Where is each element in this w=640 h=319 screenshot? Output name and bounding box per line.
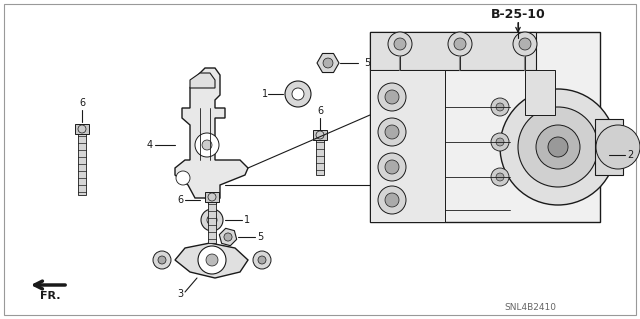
Circle shape	[378, 153, 406, 181]
Circle shape	[496, 138, 504, 146]
Circle shape	[378, 83, 406, 111]
FancyBboxPatch shape	[370, 32, 600, 222]
Text: 2: 2	[627, 150, 633, 160]
Circle shape	[323, 58, 333, 68]
FancyBboxPatch shape	[78, 132, 86, 195]
Circle shape	[518, 107, 598, 187]
Circle shape	[491, 98, 509, 116]
Polygon shape	[175, 68, 248, 205]
Text: 1: 1	[262, 89, 268, 99]
Circle shape	[224, 233, 232, 241]
Circle shape	[202, 140, 212, 150]
Circle shape	[454, 38, 466, 50]
Circle shape	[491, 133, 509, 151]
Text: 6: 6	[177, 195, 183, 205]
Text: 5: 5	[364, 58, 371, 68]
FancyBboxPatch shape	[313, 130, 327, 140]
Circle shape	[385, 193, 399, 207]
FancyBboxPatch shape	[370, 70, 445, 222]
Text: 3: 3	[177, 289, 183, 299]
Circle shape	[448, 32, 472, 56]
FancyBboxPatch shape	[205, 192, 219, 202]
FancyBboxPatch shape	[525, 70, 555, 115]
Circle shape	[201, 209, 223, 231]
Circle shape	[491, 168, 509, 186]
Circle shape	[285, 81, 311, 107]
Circle shape	[496, 173, 504, 181]
Polygon shape	[220, 228, 237, 246]
Circle shape	[378, 186, 406, 214]
Circle shape	[548, 137, 568, 157]
Circle shape	[385, 160, 399, 174]
Polygon shape	[317, 54, 339, 72]
Circle shape	[292, 88, 304, 100]
Circle shape	[253, 251, 271, 269]
Text: SNL4B2410: SNL4B2410	[504, 303, 556, 313]
Circle shape	[536, 125, 580, 169]
Text: FR.: FR.	[40, 291, 61, 301]
Circle shape	[158, 256, 166, 264]
Circle shape	[258, 256, 266, 264]
FancyBboxPatch shape	[370, 32, 536, 70]
Text: 6: 6	[79, 98, 85, 108]
Text: 4: 4	[147, 140, 153, 150]
Circle shape	[153, 251, 171, 269]
FancyBboxPatch shape	[76, 124, 89, 134]
Circle shape	[316, 131, 324, 139]
Circle shape	[176, 171, 190, 185]
Circle shape	[496, 103, 504, 111]
Circle shape	[208, 193, 216, 201]
Text: 5: 5	[257, 232, 263, 242]
Circle shape	[207, 215, 217, 225]
Polygon shape	[190, 73, 215, 88]
Circle shape	[198, 246, 226, 274]
Circle shape	[206, 254, 218, 266]
Circle shape	[385, 90, 399, 104]
FancyBboxPatch shape	[595, 119, 623, 175]
Circle shape	[394, 38, 406, 50]
Text: 1: 1	[244, 215, 250, 225]
Circle shape	[596, 125, 640, 169]
Polygon shape	[175, 243, 248, 278]
Circle shape	[519, 38, 531, 50]
Circle shape	[500, 89, 616, 205]
Circle shape	[385, 125, 399, 139]
Text: B-25-10: B-25-10	[491, 8, 545, 20]
Circle shape	[388, 32, 412, 56]
Circle shape	[195, 133, 219, 157]
Circle shape	[513, 32, 537, 56]
FancyBboxPatch shape	[316, 138, 324, 175]
Circle shape	[78, 125, 86, 133]
Text: 6: 6	[317, 106, 323, 116]
FancyBboxPatch shape	[208, 200, 216, 243]
Circle shape	[378, 118, 406, 146]
